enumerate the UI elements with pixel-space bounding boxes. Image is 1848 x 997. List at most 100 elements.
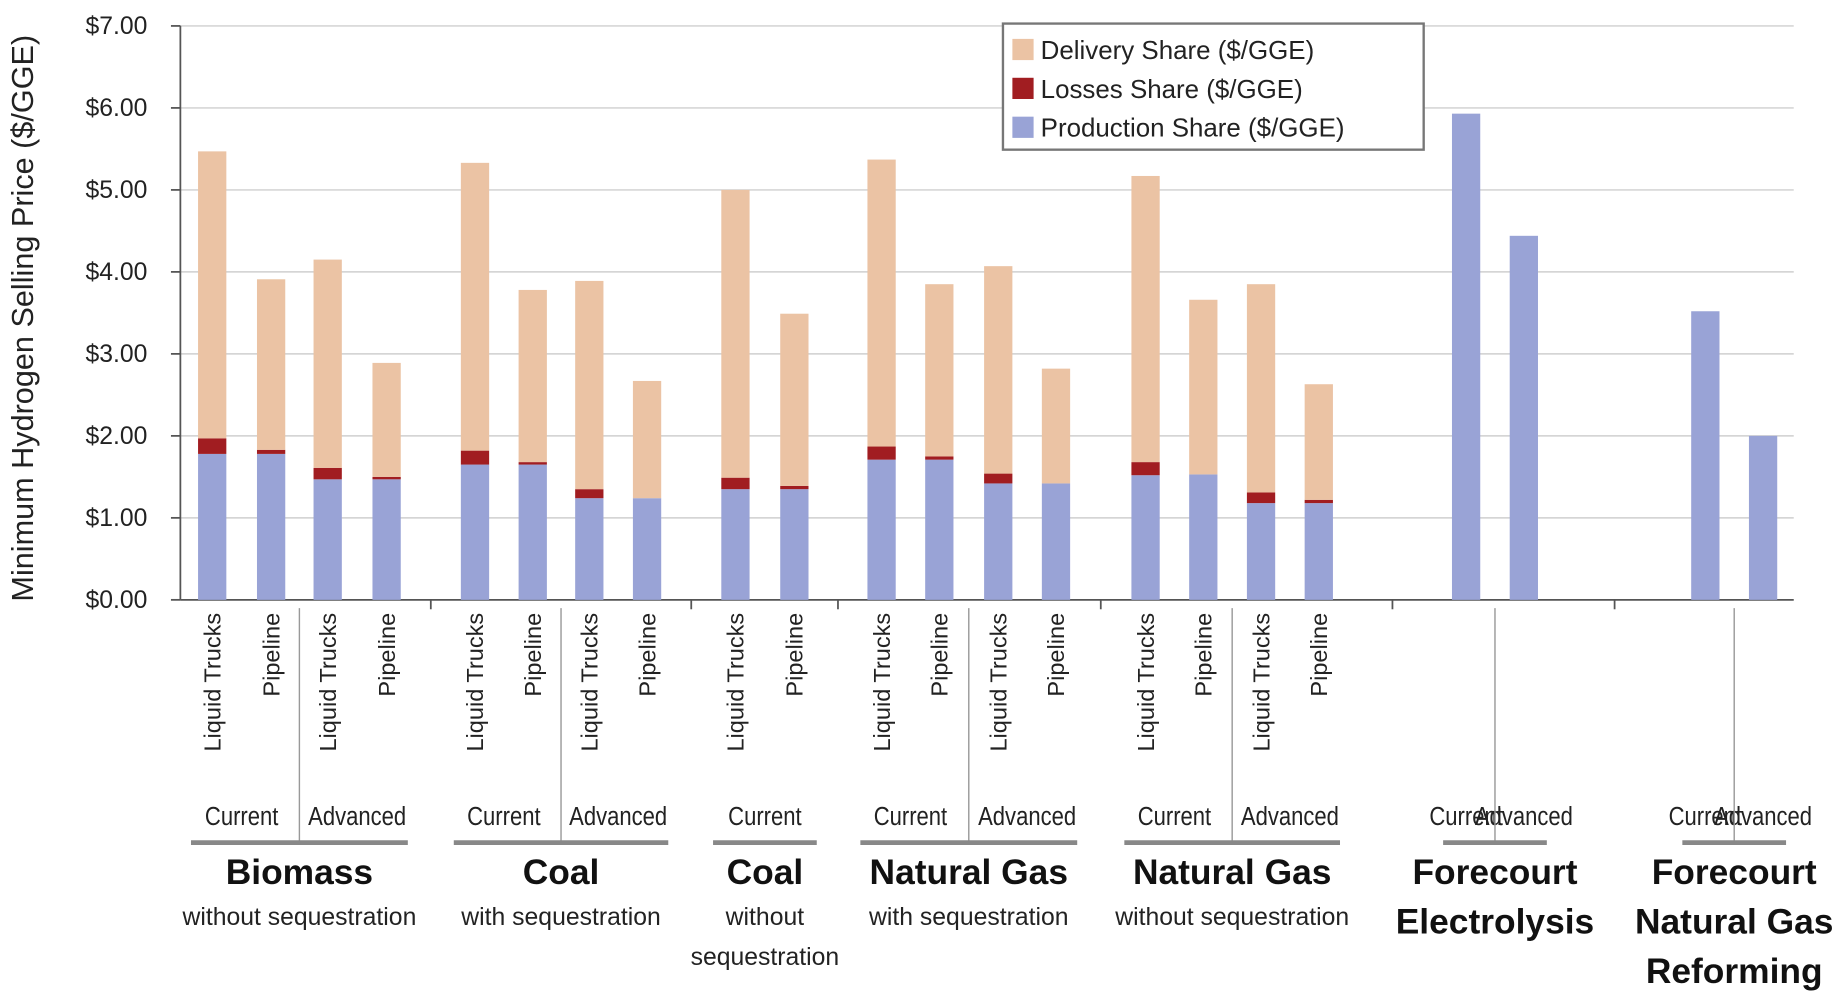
legend-label: Losses Share ($/GGE) <box>1041 76 1303 104</box>
group-name: Coal <box>726 853 804 893</box>
bar-segment <box>1509 235 1538 600</box>
group-subtitle: with sequestration <box>869 903 1069 932</box>
bar-segment <box>460 450 490 465</box>
bar-segment <box>867 446 896 460</box>
bar-segment <box>313 467 342 480</box>
y-tick-label: $6.00 <box>85 95 147 122</box>
bar-segment <box>925 284 954 457</box>
group-name: Natural Gas <box>869 853 1069 893</box>
bar-segment <box>198 438 227 454</box>
bar-segment <box>372 362 401 477</box>
x-tick-label: Liquid Trucks <box>462 613 488 752</box>
bar-segment <box>984 473 1013 484</box>
y-axis-title: Minimum Hydrogen Selling Price ($/GGE) <box>6 35 40 602</box>
subgroup-label: Current <box>205 802 279 831</box>
bar-segment <box>780 489 809 600</box>
bar-segment <box>721 477 750 490</box>
bar-segment <box>867 159 896 447</box>
bar-segment <box>1246 503 1276 600</box>
group-label: Natural Gas with sequestration <box>869 853 1069 932</box>
x-tick-label: Pipeline <box>1191 613 1217 697</box>
bar-segment <box>1451 113 1481 600</box>
group-subtitle: with sequestration <box>461 903 661 932</box>
group-name: Forecourt Electrolysis <box>1395 853 1595 942</box>
bar-segment <box>460 162 490 451</box>
group-label: Forecourt Electrolysis <box>1395 853 1595 942</box>
x-tick-label: Pipeline <box>258 613 284 697</box>
bar-segment <box>575 280 604 490</box>
x-tick-label: Pipeline <box>927 613 953 697</box>
bar-segment <box>372 479 401 600</box>
x-tick-label: Pipeline <box>782 613 808 697</box>
x-tick-label: Liquid Trucks <box>723 613 749 752</box>
bar-segment <box>1041 483 1071 600</box>
x-tick-label: Liquid Trucks <box>1133 613 1159 752</box>
subgroup-label: Advanced <box>1241 802 1339 831</box>
bar-segment <box>575 498 604 600</box>
group-label: Forecourt Natural Gas Reforming <box>1634 853 1834 992</box>
bar-segment <box>1131 462 1160 476</box>
subgroup-label: Advanced <box>1475 802 1573 831</box>
bar-segment <box>984 266 1013 474</box>
subgroup-label: Current <box>1138 802 1212 831</box>
group-subtitle: without sequestration <box>690 903 840 972</box>
subgroup-label: Current <box>1669 802 1743 831</box>
legend-swatch <box>1012 77 1034 99</box>
x-tick-label: Liquid Trucks <box>1248 613 1274 752</box>
group-name: Forecourt Natural Gas Reforming <box>1634 853 1834 992</box>
bar-segment <box>1189 474 1218 600</box>
x-tick-label: Liquid Trucks <box>869 613 895 752</box>
group-name: Biomass <box>225 853 374 893</box>
bar-segment <box>1691 311 1720 600</box>
bar-segment <box>1304 499 1333 504</box>
bar-segment <box>867 459 896 600</box>
subgroup-label: Advanced <box>1714 802 1812 831</box>
bar-segment <box>1131 175 1160 463</box>
bar-segment <box>1246 492 1276 504</box>
group-subtitle: without sequestration <box>1115 903 1350 932</box>
x-tick-label: Pipeline <box>520 613 546 697</box>
bar-segment <box>925 459 954 600</box>
bar-segment <box>256 449 286 454</box>
bar-segment <box>780 485 809 490</box>
legend-label: Delivery Share ($/GGE) <box>1041 37 1315 65</box>
bar-segment <box>632 380 662 499</box>
subgroup-label: Advanced <box>978 802 1076 831</box>
x-tick-label: Liquid Trucks <box>199 613 225 752</box>
bar-segment <box>313 479 342 600</box>
bar-segment <box>313 259 342 468</box>
group-label: Coal without sequestration <box>690 853 840 972</box>
bar-segment <box>518 464 547 600</box>
bar-segment <box>198 151 227 439</box>
bar-segment <box>1304 384 1333 500</box>
group-subtitle: without sequestration <box>182 903 417 932</box>
group-label: Natural Gas without sequestration <box>1115 853 1350 932</box>
bar-segment <box>256 279 286 450</box>
x-tick-label: Liquid Trucks <box>985 613 1011 752</box>
bar-segment <box>256 453 286 600</box>
x-tick-label: Pipeline <box>1043 613 1069 697</box>
legend-swatch <box>1012 116 1034 138</box>
bar-segment <box>632 498 662 600</box>
subgroup-label: Current <box>728 802 802 831</box>
bar-segment <box>721 489 750 600</box>
bar-segment <box>721 189 750 478</box>
x-tick-label: Liquid Trucks <box>577 613 603 752</box>
group-name: Natural Gas <box>1132 853 1332 893</box>
group-label: Coal with sequestration <box>461 853 661 932</box>
y-tick-label: $5.00 <box>85 177 147 204</box>
group-label: Biomass without sequestration <box>182 853 417 932</box>
x-tick-label: Pipeline <box>374 613 400 697</box>
bar-segment <box>1246 284 1276 493</box>
bar-segment <box>198 453 227 600</box>
group-name: Coal <box>522 853 600 893</box>
subgroup-label: Current <box>1429 802 1503 831</box>
y-tick-label: $1.00 <box>85 505 147 532</box>
bar-segment <box>1041 368 1071 484</box>
y-tick-label: $0.00 <box>85 587 147 614</box>
bar-segment <box>984 483 1013 600</box>
bar-segment <box>1131 475 1160 600</box>
bar-segment <box>372 476 401 480</box>
